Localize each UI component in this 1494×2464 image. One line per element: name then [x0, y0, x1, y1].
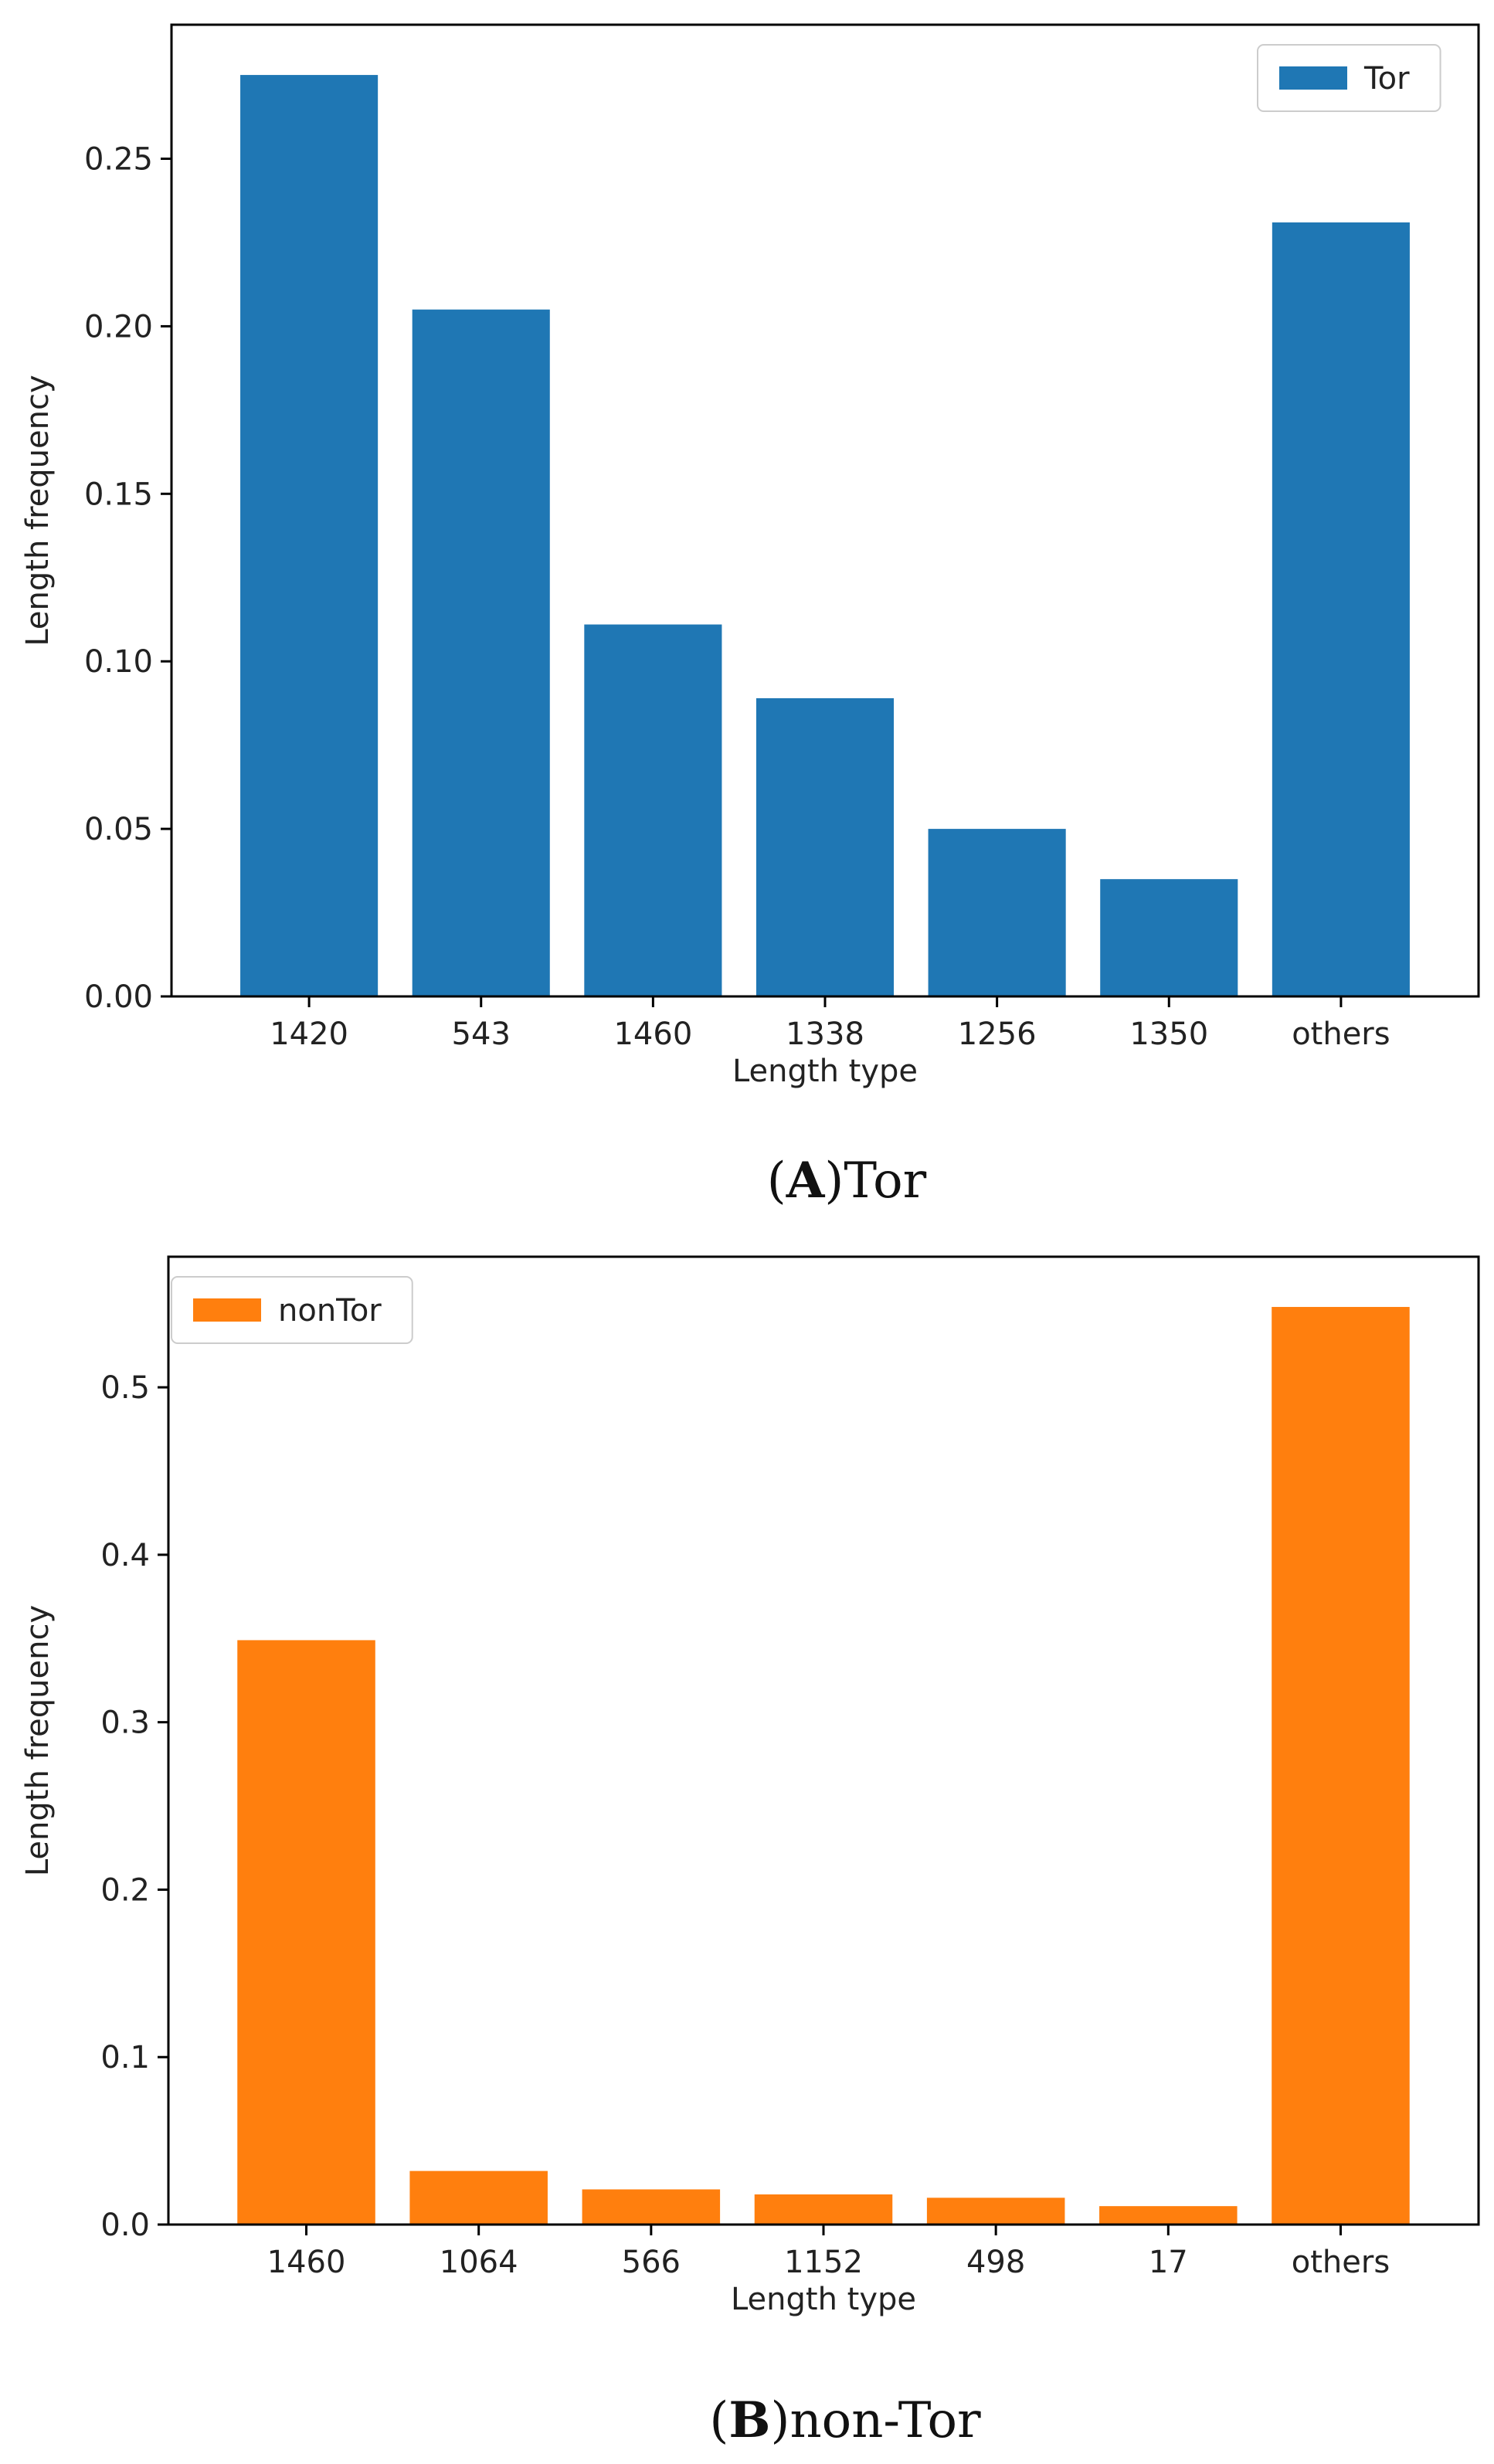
x-tick-label: 1064 [440, 2245, 518, 2280]
bar-others [1272, 1307, 1410, 2225]
chart-panel-a: 1420 543 1460 1338 1256 1350 others 0.00 0.05 0.1… [20, 23, 1480, 1210]
caption-text: non-Tor [789, 2392, 981, 2449]
tick-group: 1460 1064 566 1152 498 17 others 0.0 0.1 0.2 0.3 0.… [100, 1370, 1390, 2280]
y-tick-label: 0.10 [84, 644, 153, 680]
bar-1338 [755, 697, 895, 996]
x-tick-label: 1350 [1129, 1016, 1208, 1052]
bar-1064 [409, 2170, 548, 2225]
y-tick-label: 0.0 [100, 2208, 150, 2243]
bar-1460 [237, 1640, 375, 2225]
legend: Tor [1257, 44, 1441, 112]
x-tick-label: 1152 [784, 2245, 863, 2280]
x-tick-label: 1420 [270, 1016, 348, 1052]
legend-label: Tor [1363, 61, 1410, 97]
bar-others [1272, 222, 1410, 996]
caption-letter: A [786, 1152, 826, 1210]
bar-1256 [928, 829, 1066, 996]
x-tick-label: 566 [622, 2245, 681, 2280]
x-tick-label: 498 [966, 2245, 1025, 2280]
x-tick-label: others [1292, 2245, 1390, 2280]
y-tick-label: 0.05 [84, 812, 153, 847]
caption-letter: B [728, 2391, 770, 2449]
legend: nonTor [171, 1276, 413, 1344]
bar-1152 [754, 2194, 893, 2225]
x-tick-label: 1460 [613, 1016, 692, 1052]
y-tick-label: 0.20 [84, 309, 153, 344]
legend-label: nonTor [278, 1293, 382, 1329]
y-tick-label: 0.1 [100, 2040, 150, 2075]
tick-group: 1420 543 1460 1338 1256 1350 others 0.00 0.05 0.1… [84, 142, 1390, 1052]
bar-17 [1099, 2206, 1238, 2225]
x-tick-label: others [1292, 1016, 1390, 1052]
legend-frame [171, 1276, 413, 1344]
legend-frame [1257, 44, 1441, 112]
bar-566 [582, 2189, 721, 2225]
x-axis-title: Length type [732, 1054, 918, 1089]
tor-chart: 1420 543 1460 1338 1256 1350 others 0.00 0.05 0.1… [20, 23, 1480, 1210]
x-tick-label: 1460 [267, 2245, 346, 2280]
y-tick-label: 0.00 [84, 979, 153, 1015]
y-axis-title: Length frequency [20, 1605, 56, 1876]
y-tick-label: 0.25 [84, 142, 153, 178]
y-tick-label: 0.15 [84, 477, 153, 512]
x-tick-label: 1338 [786, 1016, 864, 1052]
nontor-chart: 1460 1064 566 1152 498 17 others 0.0 0.1 0.2 0.3 0.… [20, 1255, 1480, 2449]
bar-group [237, 1307, 1410, 2225]
bar-1460 [584, 624, 722, 996]
bar-498 [926, 2198, 1065, 2225]
x-tick-label: 543 [452, 1016, 511, 1052]
bar-543 [412, 309, 550, 997]
y-tick-label: 0.5 [100, 1370, 150, 1406]
x-tick-label: 17 [1149, 2245, 1188, 2280]
chart-panel-b: 1460 1064 566 1152 498 17 others 0.0 0.1 0.2 0.3 0.… [0, 1232, 1494, 2464]
x-tick-label: 1256 [958, 1016, 1037, 1052]
y-tick-label: 0.2 [100, 1872, 150, 1908]
caption-text: Tor [844, 1152, 926, 1210]
y-tick-label: 0.4 [100, 1538, 150, 1573]
caption: (B)non-Tor [709, 2391, 981, 2449]
y-axis-title: Length frequency [20, 375, 56, 646]
y-tick-label: 0.3 [100, 1705, 150, 1741]
bar-1420 [240, 75, 379, 996]
bar-group [240, 75, 1410, 997]
x-axis-title: Length type [731, 2282, 916, 2317]
legend-swatch [1279, 66, 1347, 90]
bar-1350 [1100, 879, 1238, 996]
legend-swatch [193, 1298, 261, 1322]
caption: (A)Tor [767, 1152, 927, 1210]
